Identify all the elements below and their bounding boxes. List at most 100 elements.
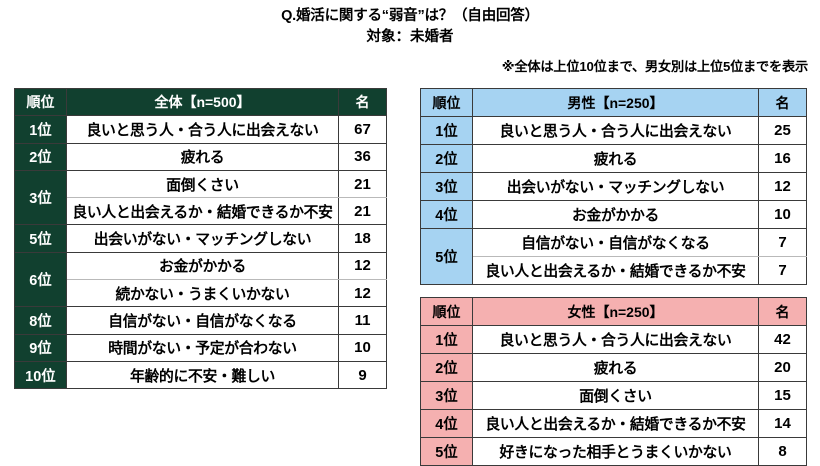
page-title: Q.婚活に関する“弱音”は？（自由回答） xyxy=(281,8,539,24)
answer-label-cell: 出会いがない・マッチングしない xyxy=(472,172,759,201)
answer-label-cell: 良い人と出会えるか・結婚できるか不安 xyxy=(472,256,759,285)
rank-cell: 2位 xyxy=(420,144,473,173)
rank-cell: 4位 xyxy=(420,200,473,229)
count-cell: 67 xyxy=(338,115,387,144)
answer-label-cell: 疲れる xyxy=(472,144,759,173)
answer-label-cell: 自信がない・自信がなくなる xyxy=(472,228,759,257)
count-cell: 25 xyxy=(758,116,807,145)
table-header-overall: 順位 全体【n=500】名 xyxy=(14,87,387,117)
answer-label-cell: 疲れる xyxy=(472,353,759,382)
column-header-count: 名 xyxy=(758,88,807,117)
count-cell: 21 xyxy=(338,169,387,199)
count-cell: 7 xyxy=(758,256,807,285)
answer-label-cell: 年齢的に不安・難しい xyxy=(66,360,339,390)
answer-label-cell: 出会いがない・マッチングしない xyxy=(66,224,339,253)
answer-label-cell: 時間がない・予定が合わない xyxy=(66,333,339,362)
ranking-table-female: 順位 女性【n=250】名 1位 良いと思う人・合う人に出会えない 42 2位 疲れる 20… xyxy=(420,297,807,466)
table-body-overall: 1位 良いと思う人・合う人に出会えない 67 2位 疲れる 36 3位 面倒くさい 21 良い人と… xyxy=(14,115,387,390)
rank-cell: 6位 xyxy=(14,251,67,308)
table-row: 4位 良い人と出会えるか・結婚できるか不安 14 xyxy=(420,409,807,438)
rank-cell: 9位 xyxy=(14,333,67,362)
heading-block: Q.婚活に関する“弱音”は？（自由回答） 対象：未婚者 xyxy=(0,0,820,47)
count-cell: 36 xyxy=(338,142,387,171)
table-row: 5位 好きになった相手とうまくいかない 8 xyxy=(420,437,807,466)
rank-cell: 5位 xyxy=(420,437,473,466)
table-row: 2位 疲れる 20 xyxy=(420,353,807,382)
answer-label-cell: 良い人と出会えるか・結婚できるか不安 xyxy=(66,197,339,226)
count-cell: 7 xyxy=(758,228,807,257)
rank-cell: 1位 xyxy=(420,116,473,145)
column-header-label: 男性【n=250】 xyxy=(472,88,759,117)
rank-cell: 1位 xyxy=(14,115,67,144)
rank-cell: 3位 xyxy=(420,381,473,410)
count-cell: 42 xyxy=(758,325,807,354)
table-row: 良い人と出会えるか・結婚できるか不安 21 xyxy=(15,197,387,226)
rank-cell: 8位 xyxy=(14,306,67,335)
column-header-count: 名 xyxy=(758,297,807,326)
table-row: 3位 出会いがない・マッチングしない 12 xyxy=(420,172,807,201)
answer-label-cell: 自信がない・自信がなくなる xyxy=(66,306,339,335)
count-cell: 20 xyxy=(758,353,807,382)
display-note: ※全体は上位10位まで、男女別は上位5位までを表示 xyxy=(501,59,808,74)
column-header-rank: 順位 xyxy=(14,87,67,117)
table-row: 4位 お金がかかる 10 xyxy=(420,200,807,229)
count-cell: 14 xyxy=(758,409,807,438)
table-row: 9位 時間がない・予定が合わない 10 xyxy=(14,333,387,362)
column-header-rank: 順位 xyxy=(420,88,473,117)
column-header-label: 全体【n=500】 xyxy=(66,87,339,117)
count-cell: 12 xyxy=(338,251,387,281)
table-row: 10位 年齢的に不安・難しい 9 xyxy=(14,360,387,390)
table-header-male: 順位 男性【n=250】名 xyxy=(420,88,807,117)
count-cell: 10 xyxy=(338,333,387,362)
rank-cell: 5位 xyxy=(420,228,473,285)
table-row: 6位 お金がかかる 12 xyxy=(14,251,387,308)
column-header-label: 女性【n=250】 xyxy=(472,297,759,326)
column-header-rank: 順位 xyxy=(420,297,473,326)
table-row: 5位 自信がない・自信がなくなる 7 xyxy=(420,228,807,285)
count-cell: 12 xyxy=(338,279,387,308)
count-cell: 21 xyxy=(338,197,387,226)
table-row: 3位 面倒くさい 21 xyxy=(14,169,387,226)
table-row: 8位 自信がない・自信がなくなる 11 xyxy=(14,306,387,335)
answer-label-cell: お金がかかる xyxy=(472,200,759,229)
page-subtitle: 対象：未婚者 xyxy=(366,28,454,45)
count-cell: 18 xyxy=(338,224,387,253)
answer-label-cell: 良いと思う人・合う人に出会えない xyxy=(472,325,759,354)
answer-label-cell: 面倒くさい xyxy=(472,381,759,410)
rank-cell: 1位 xyxy=(420,325,473,354)
answer-label-cell: 良い人と出会えるか・結婚できるか不安 xyxy=(472,409,759,438)
ranking-table-overall: 順位 全体【n=500】名 1位 良いと思う人・合う人に出会えない 67 2位 疲れる 36… xyxy=(14,87,387,390)
rank-cell: 2位 xyxy=(420,353,473,382)
count-cell: 10 xyxy=(758,200,807,229)
count-cell: 9 xyxy=(338,360,387,390)
rank-cell: 3位 xyxy=(14,169,67,226)
answer-label-cell: 面倒くさい xyxy=(66,169,339,199)
table-row: 1位 良いと思う人・合う人に出会えない 67 xyxy=(14,115,387,144)
count-cell: 12 xyxy=(758,172,807,201)
table-row: 良い人と出会えるか・結婚できるか不安 7 xyxy=(421,256,807,285)
answer-label-cell: 良いと思う人・合う人に出会えない xyxy=(472,116,759,145)
table-row: 1位 良いと思う人・合う人に出会えない 25 xyxy=(420,116,807,145)
answer-label-cell: 疲れる xyxy=(66,142,339,171)
table-row: 続かない・うまくいかない 12 xyxy=(15,279,387,308)
rank-cell: 4位 xyxy=(420,409,473,438)
count-cell: 16 xyxy=(758,144,807,173)
answer-label-cell: 続かない・うまくいかない xyxy=(66,279,339,308)
table-row: 2位 疲れる 36 xyxy=(14,142,387,171)
column-header-count: 名 xyxy=(338,87,387,117)
count-cell: 15 xyxy=(758,381,807,410)
table-header-female: 順位 女性【n=250】名 xyxy=(420,297,807,326)
table-row: 2位 疲れる 16 xyxy=(420,144,807,173)
table-row: 1位 良いと思う人・合う人に出会えない 42 xyxy=(420,325,807,354)
table-row: 5位 出会いがない・マッチングしない 18 xyxy=(14,224,387,253)
rank-cell: 3位 xyxy=(420,172,473,201)
count-cell: 11 xyxy=(338,306,387,335)
rank-cell: 10位 xyxy=(14,360,67,390)
table-body-male: 1位 良いと思う人・合う人に出会えない 25 2位 疲れる 16 3位 出会いがない・マッチン… xyxy=(420,116,807,285)
answer-label-cell: お金がかかる xyxy=(66,251,339,281)
table-row: 3位 面倒くさい 15 xyxy=(420,381,807,410)
answer-label-cell: 好きになった相手とうまくいかない xyxy=(472,437,759,466)
ranking-table-male: 順位 男性【n=250】名 1位 良いと思う人・合う人に出会えない 25 2位 疲れる 16… xyxy=(420,88,807,285)
rank-cell: 5位 xyxy=(14,224,67,253)
count-cell: 8 xyxy=(758,437,807,466)
